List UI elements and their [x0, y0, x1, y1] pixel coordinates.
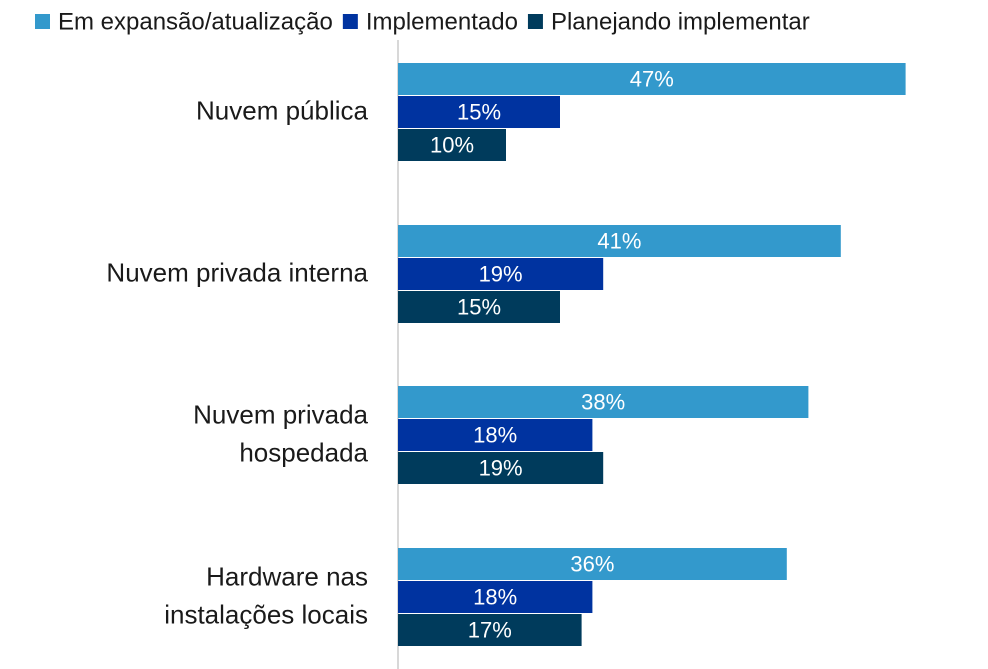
- category-label: Hardware nas instalações locais: [164, 561, 368, 629]
- value-label: 19%: [479, 455, 523, 480]
- category-label-line: Nuvem privada interna: [106, 257, 368, 287]
- legend-label: Implementado: [366, 8, 518, 35]
- legend-label: Em expansão/atualização: [58, 8, 333, 35]
- legend-swatch: [342, 14, 358, 29]
- bar: [398, 386, 809, 418]
- bar: [398, 291, 560, 323]
- value-label: 17%: [468, 617, 512, 642]
- bar: [398, 225, 841, 257]
- value-label: 47%: [630, 66, 674, 91]
- bar: [398, 452, 604, 484]
- bar: [398, 419, 593, 451]
- value-label: 18%: [473, 584, 517, 609]
- category-label-line: instalações locais: [164, 599, 368, 629]
- category-label: Nuvem privada hospedada: [193, 399, 368, 467]
- value-label: 15%: [457, 99, 501, 124]
- category-label: Nuvem pública: [196, 95, 369, 125]
- category-label-line: hospedada: [239, 437, 368, 467]
- value-label: 15%: [457, 294, 501, 319]
- category-label-line: Hardware nas: [206, 561, 368, 591]
- value-label: 19%: [479, 261, 523, 286]
- value-label: 10%: [430, 132, 474, 157]
- bar: [398, 548, 787, 580]
- legend-label: Planejando implementar: [551, 8, 810, 35]
- bar: [398, 258, 604, 290]
- value-label: 36%: [570, 551, 614, 576]
- legend-swatch: [35, 14, 50, 29]
- category-label-line: Nuvem privada: [193, 399, 368, 429]
- bar: [398, 63, 906, 95]
- bar: [398, 129, 506, 161]
- bar: [398, 96, 560, 128]
- value-label: 18%: [473, 422, 517, 447]
- category-label: Nuvem privada interna: [106, 257, 368, 287]
- bar: [398, 581, 593, 613]
- value-label: 41%: [597, 228, 641, 253]
- category-label-line: Nuvem pública: [196, 95, 369, 125]
- legend-swatch: [527, 14, 543, 29]
- value-label: 38%: [581, 389, 625, 414]
- bar: [398, 614, 582, 646]
